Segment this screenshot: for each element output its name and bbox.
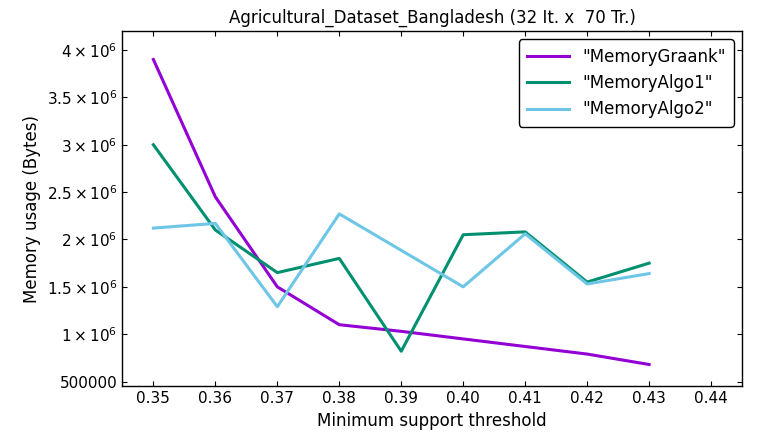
"MemoryAlgo2" xyxy=(458,284,467,289)
"MemoryGraank" xyxy=(520,344,529,349)
Y-axis label: Memory usage (Bytes): Memory usage (Bytes) xyxy=(23,115,41,303)
"MemoryAlgo2" xyxy=(272,304,282,309)
"MemoryAlgo1" xyxy=(148,142,158,147)
"MemoryAlgo2" xyxy=(644,271,653,276)
"MemoryGraank" xyxy=(272,284,282,289)
"MemoryAlgo2" xyxy=(210,221,220,226)
X-axis label: Minimum support threshold: Minimum support threshold xyxy=(317,412,547,430)
"MemoryGraank" xyxy=(210,194,220,199)
"MemoryAlgo2" xyxy=(520,231,529,237)
"MemoryAlgo1" xyxy=(210,227,220,233)
"MemoryGraank" xyxy=(582,351,591,357)
"MemoryAlgo2" xyxy=(148,226,158,231)
Line: "MemoryAlgo2": "MemoryAlgo2" xyxy=(153,214,649,307)
"MemoryAlgo1" xyxy=(272,270,282,275)
"MemoryGraank" xyxy=(335,322,344,327)
Title: Agricultural_Dataset_Bangladesh (32 It. x  70 Tr.): Agricultural_Dataset_Bangladesh (32 It. … xyxy=(229,9,636,27)
"MemoryGraank" xyxy=(396,329,405,334)
"MemoryAlgo1" xyxy=(458,232,467,238)
"MemoryAlgo1" xyxy=(520,229,529,234)
"MemoryAlgo1" xyxy=(644,261,653,266)
"MemoryAlgo1" xyxy=(396,349,405,354)
"MemoryAlgo2" xyxy=(335,211,344,217)
Legend: "MemoryGraank", "MemoryAlgo1", "MemoryAlgo2": "MemoryGraank", "MemoryAlgo1", "MemoryAl… xyxy=(519,40,734,127)
Line: "MemoryGraank": "MemoryGraank" xyxy=(153,59,649,365)
"MemoryGraank" xyxy=(644,362,653,367)
"MemoryGraank" xyxy=(148,57,158,62)
"MemoryGraank" xyxy=(458,336,467,341)
Line: "MemoryAlgo1": "MemoryAlgo1" xyxy=(153,145,649,351)
"MemoryAlgo1" xyxy=(335,256,344,261)
"MemoryAlgo1" xyxy=(582,279,591,285)
"MemoryAlgo2" xyxy=(582,281,591,287)
